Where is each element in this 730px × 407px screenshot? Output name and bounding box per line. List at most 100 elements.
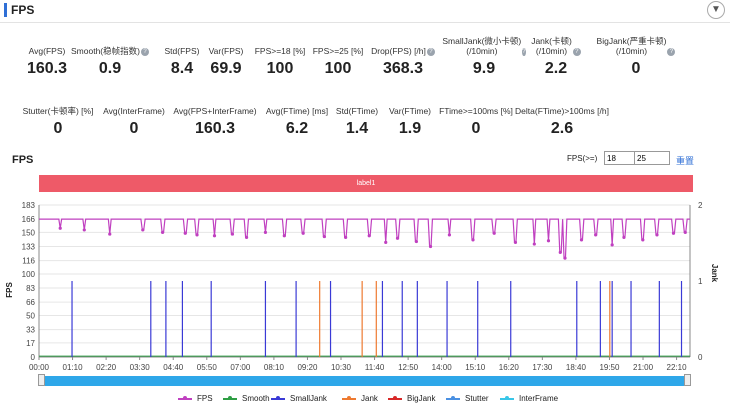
help-icon[interactable]: ? xyxy=(522,48,526,56)
y-tick-label: 83 xyxy=(26,284,35,293)
stat-0: Avg(FPS) 160.3 xyxy=(7,34,87,78)
stat-value: 368.3 xyxy=(382,60,424,77)
fps-point xyxy=(395,236,400,240)
legend-label: Smooth xyxy=(242,394,270,403)
help-icon[interactable]: ? xyxy=(140,48,149,56)
y-right-tick-label: 2 xyxy=(698,201,703,210)
fps-point xyxy=(244,235,249,239)
reset-link[interactable]: 重置 xyxy=(676,156,695,166)
stat-6: Drop(FPS) [/h]? 368.3 xyxy=(363,34,443,78)
help-icon[interactable]: ? xyxy=(426,48,435,56)
fps-point xyxy=(546,239,551,243)
timeline-scrollbar[interactable] xyxy=(38,374,691,386)
legend-label: FPS xyxy=(197,394,213,403)
y-tick-label: 116 xyxy=(22,257,35,266)
fps-panel-header: FPS ▼ xyxy=(0,0,730,23)
y-tick-label: 150 xyxy=(22,228,36,237)
x-tick-label: 02:20 xyxy=(96,363,117,372)
legend-label: SmallJank xyxy=(290,394,327,403)
stat-value: 160.3 xyxy=(26,60,68,77)
legend-item-jank[interactable]: Jank xyxy=(342,394,378,403)
stat-label: FPS>=25 [%] xyxy=(312,46,364,56)
stat-label: Delta(FTime)>100ms [/h] xyxy=(515,106,609,116)
legend-item-stutter[interactable]: Stutter xyxy=(446,394,489,403)
stat-7: Delta(FTime)>100ms [/h] 2.6 xyxy=(515,94,609,138)
threshold-input-1[interactable] xyxy=(604,151,640,165)
legend-swatch-icon xyxy=(223,395,237,400)
y-tick-label: 33 xyxy=(26,326,35,335)
y-tick-label: 66 xyxy=(26,298,35,307)
stat-value: 100 xyxy=(266,60,294,77)
legend-item-interframe[interactable]: InterFrame xyxy=(500,394,558,403)
legend-swatch-icon xyxy=(500,395,514,400)
legend-label: BigJank xyxy=(407,394,436,403)
fps-point xyxy=(622,235,626,239)
stat-value: 160.3 xyxy=(194,120,236,137)
legend-item-smalljank[interactable]: SmallJank xyxy=(271,394,327,403)
x-tick-label: 14:00 xyxy=(432,363,453,372)
legend-item-fps[interactable]: FPS xyxy=(178,394,213,403)
stat-label: Std(FPS) xyxy=(164,46,200,56)
stat-label: Stutter(卡顿率) [%] xyxy=(22,106,94,116)
fps-point xyxy=(195,233,199,237)
y-right-tick-label: 1 xyxy=(698,277,703,286)
stat-label: Avg(FPS+InterFrame) xyxy=(173,106,257,116)
x-tick-label: 15:10 xyxy=(465,363,486,372)
x-tick-label: 01:10 xyxy=(63,363,84,372)
stat-3: Var(FPS) 69.9 xyxy=(186,34,266,78)
y-tick-label: 166 xyxy=(22,215,36,224)
help-icon[interactable]: ? xyxy=(572,48,581,56)
legend-item-smooth[interactable]: Smooth xyxy=(223,394,270,403)
y-axis-label: FPS xyxy=(5,282,14,298)
threshold-label: FPS(>=) xyxy=(567,154,598,163)
fps-point xyxy=(212,234,217,238)
stat-label: Var(FTime) xyxy=(388,106,432,116)
fps-point xyxy=(671,231,676,235)
stat-value: 69.9 xyxy=(210,60,242,77)
label-bar[interactable]: label1 xyxy=(39,175,693,192)
y-tick-label: 17 xyxy=(26,339,35,348)
x-tick-label: 10:30 xyxy=(331,363,352,372)
stat-label: Smooth(稳帧指数)? xyxy=(70,34,150,56)
fps-point xyxy=(447,233,452,237)
fps-point xyxy=(160,230,165,235)
x-tick-label: 08:10 xyxy=(264,363,285,372)
fps-point xyxy=(384,240,388,244)
y-tick-label: 133 xyxy=(22,243,36,252)
fps-point xyxy=(563,256,567,260)
legend-item-bigjank[interactable]: BigJank xyxy=(388,394,435,403)
scrollbar-left-handle[interactable] xyxy=(38,374,45,386)
x-tick-label: 21:00 xyxy=(633,363,654,372)
y-tick-label: 183 xyxy=(22,201,36,210)
fps-point xyxy=(322,234,327,239)
legend-label: Jank xyxy=(361,394,378,403)
x-tick-label: 17:30 xyxy=(532,363,553,372)
fps-point xyxy=(610,243,614,247)
legend-swatch-icon xyxy=(342,395,356,400)
legend-label: InterFrame xyxy=(519,394,559,403)
fps-point xyxy=(683,230,687,235)
chevron-down-icon[interactable]: ▼ xyxy=(707,1,725,19)
y-tick-label: 50 xyxy=(26,311,35,320)
stat-value: 0 xyxy=(53,120,63,137)
panel-title: FPS xyxy=(11,3,35,17)
fps-point xyxy=(414,239,418,244)
stat-value: 8.4 xyxy=(170,60,194,77)
x-tick-label: 03:30 xyxy=(130,363,151,372)
stat-label: FPS>=18 [%] xyxy=(254,46,306,56)
help-icon[interactable]: ? xyxy=(667,48,676,56)
x-tick-label: 00:00 xyxy=(29,363,50,372)
stat-5: FPS>=25 [%] 100 xyxy=(298,34,378,78)
stat-value: 0 xyxy=(631,60,641,77)
threshold-input-2[interactable] xyxy=(634,151,670,165)
stat-value: 1.9 xyxy=(398,120,422,137)
x-tick-label: 16:20 xyxy=(499,363,520,372)
fps-point xyxy=(641,238,645,242)
stat-label: Avg(FPS) xyxy=(28,46,66,56)
stat-label: Drop(FPS) [/h]? xyxy=(363,34,443,56)
scrollbar-right-handle[interactable] xyxy=(684,374,691,386)
stat-value: 0.9 xyxy=(98,60,122,77)
x-tick-label: 19:50 xyxy=(599,363,620,372)
stat-1: Avg(InterFrame) 0 xyxy=(94,94,174,138)
stat-9: BigJank(严重卡顿) (/10min)? 0 xyxy=(596,34,676,78)
